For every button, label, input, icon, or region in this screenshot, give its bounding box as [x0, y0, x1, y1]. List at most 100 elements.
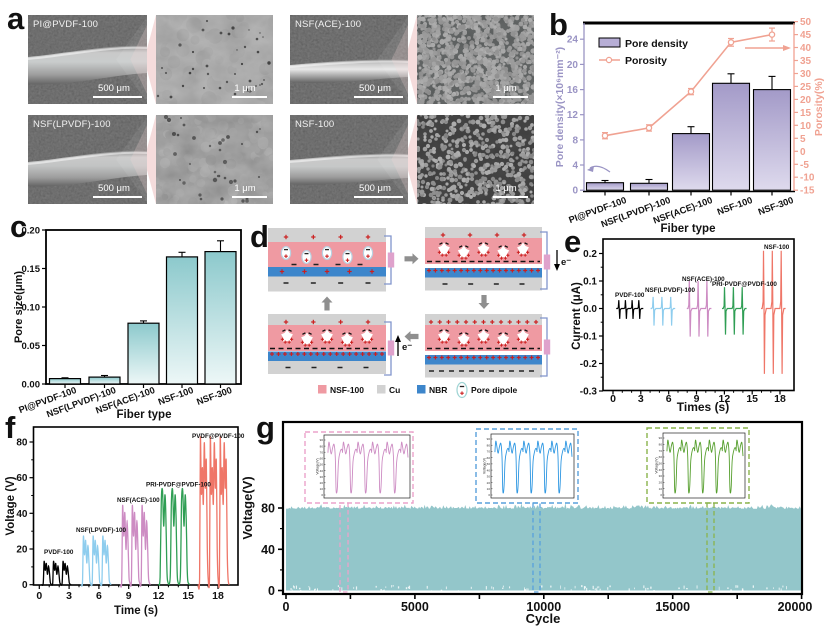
svg-text:9: 9 — [694, 393, 700, 405]
svg-text:80: 80 — [320, 444, 324, 448]
svg-text:0.05: 0.05 — [22, 341, 41, 352]
svg-text:0: 0 — [610, 393, 616, 405]
svg-text:50: 50 — [487, 462, 491, 466]
svg-text:15: 15 — [182, 590, 194, 602]
svg-text:PRI-PVDF@PVDF-100: PRI-PVDF@PVDF-100 — [146, 482, 211, 489]
svg-text:NBR: NBR — [429, 385, 447, 395]
svg-text:-10: -10 — [800, 173, 815, 184]
svg-text:-0.1: -0.1 — [580, 332, 598, 343]
svg-text:50: 50 — [800, 17, 812, 28]
svg-text:-0.3: -0.3 — [580, 387, 598, 398]
svg-text:20: 20 — [659, 481, 663, 485]
svg-text:NSF-100: NSF-100 — [764, 244, 790, 251]
svg-text:6: 6 — [666, 393, 672, 405]
svg-text:0: 0 — [800, 147, 806, 158]
svg-text:Fiber type: Fiber type — [117, 409, 172, 421]
svg-text:12: 12 — [567, 110, 579, 121]
svg-text:-0.2: -0.2 — [580, 359, 598, 370]
svg-text:80: 80 — [487, 443, 491, 447]
svg-text:10000: 10000 — [526, 600, 561, 614]
svg-text:70: 70 — [487, 450, 491, 454]
svg-text:20000: 20000 — [778, 600, 813, 614]
svg-text:NSF(ACE)-100: NSF(ACE)-100 — [682, 276, 725, 283]
svg-text:0: 0 — [488, 493, 490, 497]
svg-text:70: 70 — [659, 449, 663, 453]
svg-text:6: 6 — [96, 590, 102, 602]
svg-text:0.10: 0.10 — [22, 303, 41, 314]
svg-text:10: 10 — [659, 487, 663, 491]
svg-text:0.20: 0.20 — [22, 226, 41, 237]
svg-text:40: 40 — [320, 469, 324, 473]
svg-text:50: 50 — [320, 463, 324, 467]
svg-text:0.2: 0.2 — [583, 249, 597, 260]
svg-text:Voltage (V): Voltage (V) — [5, 476, 17, 535]
svg-text:Pore density(×10⁶mm⁻²): Pore density(×10⁶mm⁻²) — [554, 47, 566, 167]
svg-text:30: 30 — [320, 475, 324, 479]
svg-text:Fiber type: Fiber type — [661, 223, 716, 235]
svg-text:0.0: 0.0 — [583, 304, 597, 315]
svg-text:3: 3 — [66, 590, 72, 602]
svg-text:3: 3 — [638, 393, 644, 405]
svg-text:18: 18 — [212, 590, 224, 602]
svg-text:60: 60 — [659, 455, 663, 459]
svg-text:15: 15 — [800, 108, 812, 119]
svg-text:8: 8 — [572, 135, 578, 146]
svg-text:20: 20 — [320, 481, 324, 485]
svg-text:e⁻: e⁻ — [561, 257, 571, 268]
svg-text:20: 20 — [567, 60, 579, 71]
svg-text:NSF(LPVDF)-100: NSF(LPVDF)-100 — [76, 527, 127, 534]
svg-text:PVDF-100: PVDF-100 — [44, 549, 74, 556]
svg-text:PRI-PVDF@PVDF-100: PRI-PVDF@PVDF-100 — [712, 281, 777, 288]
svg-text:24: 24 — [567, 35, 579, 46]
svg-text:Time (s): Time (s) — [114, 605, 158, 617]
svg-text:PVDF-100: PVDF-100 — [615, 292, 645, 299]
svg-text:0: 0 — [268, 584, 275, 598]
svg-text:0.00: 0.00 — [22, 380, 41, 391]
svg-text:25: 25 — [800, 82, 812, 93]
svg-text:Porosity: Porosity — [625, 55, 667, 67]
svg-text:30: 30 — [800, 69, 812, 80]
svg-text:35: 35 — [800, 56, 812, 67]
svg-text:20: 20 — [800, 95, 812, 106]
svg-text:Pore size(μm): Pore size(μm) — [13, 271, 25, 343]
svg-text:80: 80 — [659, 443, 663, 447]
svg-text:40: 40 — [800, 43, 812, 54]
svg-text:20: 20 — [16, 545, 28, 556]
svg-text:9: 9 — [126, 590, 132, 602]
svg-text:PVDF@PVDF-100: PVDF@PVDF-100 — [192, 433, 245, 440]
svg-text:40: 40 — [659, 468, 663, 472]
svg-text:30: 30 — [487, 475, 491, 479]
svg-text:Voltage(V): Voltage(V) — [483, 458, 487, 474]
svg-text:80: 80 — [16, 438, 28, 449]
svg-text:0: 0 — [283, 600, 290, 614]
svg-text:40: 40 — [487, 468, 491, 472]
svg-text:Voltage(V): Voltage(V) — [240, 476, 255, 539]
svg-text:0.15: 0.15 — [22, 264, 41, 275]
svg-text:Porosity(%): Porosity(%) — [813, 78, 825, 136]
svg-text:0: 0 — [22, 580, 28, 591]
svg-text:Cycle: Cycle — [526, 611, 561, 626]
svg-text:0: 0 — [572, 186, 578, 197]
svg-text:-15: -15 — [800, 186, 815, 197]
svg-text:Cu: Cu — [389, 385, 400, 395]
svg-text:12: 12 — [153, 590, 165, 602]
svg-text:0.1: 0.1 — [583, 277, 597, 288]
svg-text:60: 60 — [320, 457, 324, 461]
svg-text:70: 70 — [320, 450, 324, 454]
svg-text:20: 20 — [487, 481, 491, 485]
svg-text:40: 40 — [16, 509, 28, 520]
svg-text:NSF(ACE)-100: NSF(ACE)-100 — [117, 497, 160, 504]
svg-text:50: 50 — [659, 462, 663, 466]
svg-text:4: 4 — [572, 161, 578, 172]
svg-text:NSF(LPVDF)-100: NSF(LPVDF)-100 — [645, 287, 696, 294]
svg-text:Voltage(V): Voltage(V) — [316, 458, 320, 474]
svg-text:18: 18 — [774, 393, 786, 405]
svg-text:e⁻: e⁻ — [402, 342, 412, 353]
svg-text:Pore density: Pore density — [625, 38, 688, 50]
svg-text:60: 60 — [487, 456, 491, 460]
svg-text:15: 15 — [746, 393, 758, 405]
svg-text:-5: -5 — [800, 160, 809, 171]
svg-text:0: 0 — [36, 590, 42, 602]
svg-text:30: 30 — [659, 474, 663, 478]
svg-text:16: 16 — [567, 85, 579, 96]
